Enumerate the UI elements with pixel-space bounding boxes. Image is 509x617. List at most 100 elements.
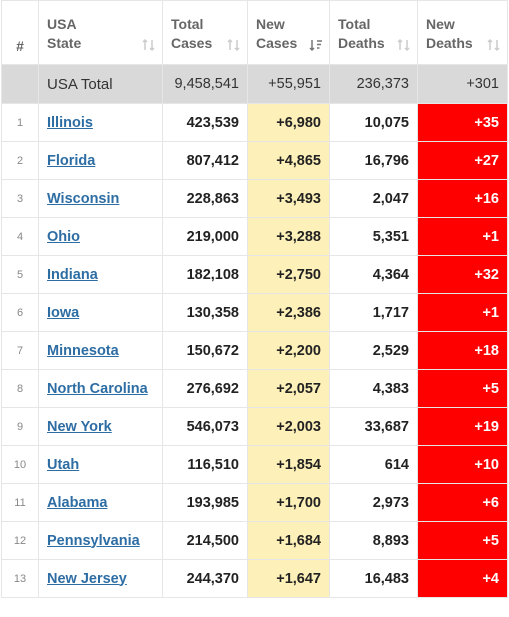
state-link[interactable]: New York — [47, 418, 112, 435]
total-cases-cell: 219,000 — [162, 217, 248, 256]
total-deaths-cell: 5,351 — [329, 217, 418, 256]
table-row: 11 Alabama 193,985 +1,700 2,973 +6 — [1, 483, 508, 522]
total-cases-cell: 193,985 — [162, 483, 248, 522]
state-link[interactable]: Indiana — [47, 266, 98, 283]
total-cases-cell: 423,539 — [162, 103, 248, 142]
table-row: 12 Pennsylvania 214,500 +1,684 8,893 +5 — [1, 521, 508, 560]
table-row: 9 New York 546,073 +2,003 33,687 +19 — [1, 407, 508, 446]
total-cases-cell: 116,510 — [162, 445, 248, 484]
covid-usa-states-table: # USA State Total Cases New Cases Total Deat… — [1, 0, 508, 598]
new-cases-header-line1: New — [256, 16, 285, 32]
row-index: 6 — [1, 293, 39, 332]
new-cases-column-header[interactable]: New Cases — [247, 0, 330, 65]
sort-arrows-icon[interactable] — [487, 38, 501, 52]
new-deaths-cell: +4 — [417, 559, 508, 598]
total-deaths-column-header[interactable]: Total Deaths — [329, 0, 418, 65]
total-cases-header-line1: Total — [171, 16, 204, 32]
new-deaths-cell: +19 — [417, 407, 508, 446]
total-cases-cell: 807,412 — [162, 141, 248, 180]
sort-arrows-icon[interactable] — [227, 38, 241, 52]
new-deaths-cell: +1 — [417, 217, 508, 256]
row-index: 5 — [1, 255, 39, 294]
row-index: 12 — [1, 521, 39, 560]
row-index: 4 — [1, 217, 39, 256]
row-index: 9 — [1, 407, 39, 446]
table-row: 1 Illinois 423,539 +6,980 10,075 +35 — [1, 103, 508, 142]
new-deaths-cell: +5 — [417, 521, 508, 560]
table-row: 6 Iowa 130,358 +2,386 1,717 +1 — [1, 293, 508, 332]
state-link[interactable]: Wisconsin — [47, 190, 120, 207]
row-index: 2 — [1, 141, 39, 180]
new-deaths-cell: +18 — [417, 331, 508, 370]
state-link[interactable]: Minnesota — [47, 342, 119, 359]
state-link[interactable]: Ohio — [47, 228, 81, 245]
total-deaths-cell: 2,973 — [329, 483, 418, 522]
total-deaths-cell: 614 — [329, 445, 418, 484]
new-deaths-header-line2: Deaths — [426, 35, 473, 51]
new-cases-cell: +1,684 — [247, 521, 330, 560]
total-cases-cell: 546,073 — [162, 407, 248, 446]
total-total-deaths-cell: 236,373 — [329, 64, 418, 104]
new-deaths-cell: +27 — [417, 141, 508, 180]
total-state-cell: USA Total — [38, 64, 163, 104]
state-link[interactable]: North Carolina — [47, 380, 148, 397]
state-link[interactable]: New Jersey — [47, 570, 127, 587]
table-row: 7 Minnesota 150,672 +2,200 2,529 +18 — [1, 331, 508, 370]
table-row: 10 Utah 116,510 +1,854 614 +10 — [1, 445, 508, 484]
total-cases-cell: 182,108 — [162, 255, 248, 294]
table-row: 3 Wisconsin 228,863 +3,493 2,047 +16 — [1, 179, 508, 218]
total-deaths-header-line2: Deaths — [338, 35, 385, 51]
row-index: 13 — [1, 559, 39, 598]
total-cases-cell: 228,863 — [162, 179, 248, 218]
row-index: 1 — [1, 103, 39, 142]
state-link[interactable]: Utah — [47, 456, 80, 473]
total-deaths-cell: 4,364 — [329, 255, 418, 294]
total-deaths-cell: 4,383 — [329, 369, 418, 408]
new-deaths-column-header[interactable]: New Deaths — [417, 0, 508, 65]
new-deaths-cell: +16 — [417, 179, 508, 218]
total-new-cases-cell: +55,951 — [247, 64, 330, 104]
new-cases-header-line2: Cases — [256, 35, 298, 51]
row-index: 3 — [1, 179, 39, 218]
new-cases-cell: +2,003 — [247, 407, 330, 446]
new-cases-cell: +2,057 — [247, 369, 330, 408]
new-cases-cell: +2,386 — [247, 293, 330, 332]
new-deaths-header-line1: New — [426, 16, 455, 32]
state-link[interactable]: Florida — [47, 152, 96, 169]
new-deaths-cell: +10 — [417, 445, 508, 484]
state-link[interactable]: Pennsylvania — [47, 532, 140, 549]
header-row: # USA State Total Cases New Cases Total Deat… — [1, 0, 508, 65]
total-deaths-cell: 1,717 — [329, 293, 418, 332]
sort-arrows-icon[interactable] — [142, 38, 156, 52]
total-total-cases-cell: 9,458,541 — [162, 64, 248, 104]
state-header-line2: State — [47, 35, 82, 51]
total-cases-cell: 276,692 — [162, 369, 248, 408]
new-cases-cell: +1,647 — [247, 559, 330, 598]
total-cases-cell: 244,370 — [162, 559, 248, 598]
table-row: 2 Florida 807,412 +4,865 16,796 +27 — [1, 141, 508, 180]
new-cases-cell: +2,200 — [247, 331, 330, 370]
new-cases-cell: +6,980 — [247, 103, 330, 142]
new-deaths-cell: +1 — [417, 293, 508, 332]
state-link[interactable]: Illinois — [47, 114, 93, 131]
index-column-header: # — [1, 0, 39, 65]
state-link[interactable]: Alabama — [47, 494, 108, 511]
total-cases-column-header[interactable]: Total Cases — [162, 0, 248, 65]
new-deaths-cell: +6 — [417, 483, 508, 522]
total-deaths-cell: 10,075 — [329, 103, 418, 142]
total-cases-cell: 214,500 — [162, 521, 248, 560]
new-cases-cell: +3,288 — [247, 217, 330, 256]
total-deaths-cell: 2,047 — [329, 179, 418, 218]
new-cases-cell: +1,700 — [247, 483, 330, 522]
total-cases-cell: 150,672 — [162, 331, 248, 370]
sort-arrows-icon[interactable] — [397, 38, 411, 52]
new-deaths-cell: +35 — [417, 103, 508, 142]
state-link[interactable]: Iowa — [47, 304, 80, 321]
table-row: 13 New Jersey 244,370 +1,647 16,483 +4 — [1, 559, 508, 598]
state-column-header[interactable]: USA State — [38, 0, 163, 65]
total-deaths-cell: 16,796 — [329, 141, 418, 180]
new-cases-cell: +2,750 — [247, 255, 330, 294]
total-deaths-header-line1: Total — [338, 16, 371, 32]
sort-descending-icon[interactable] — [309, 38, 323, 52]
total-deaths-cell: 33,687 — [329, 407, 418, 446]
